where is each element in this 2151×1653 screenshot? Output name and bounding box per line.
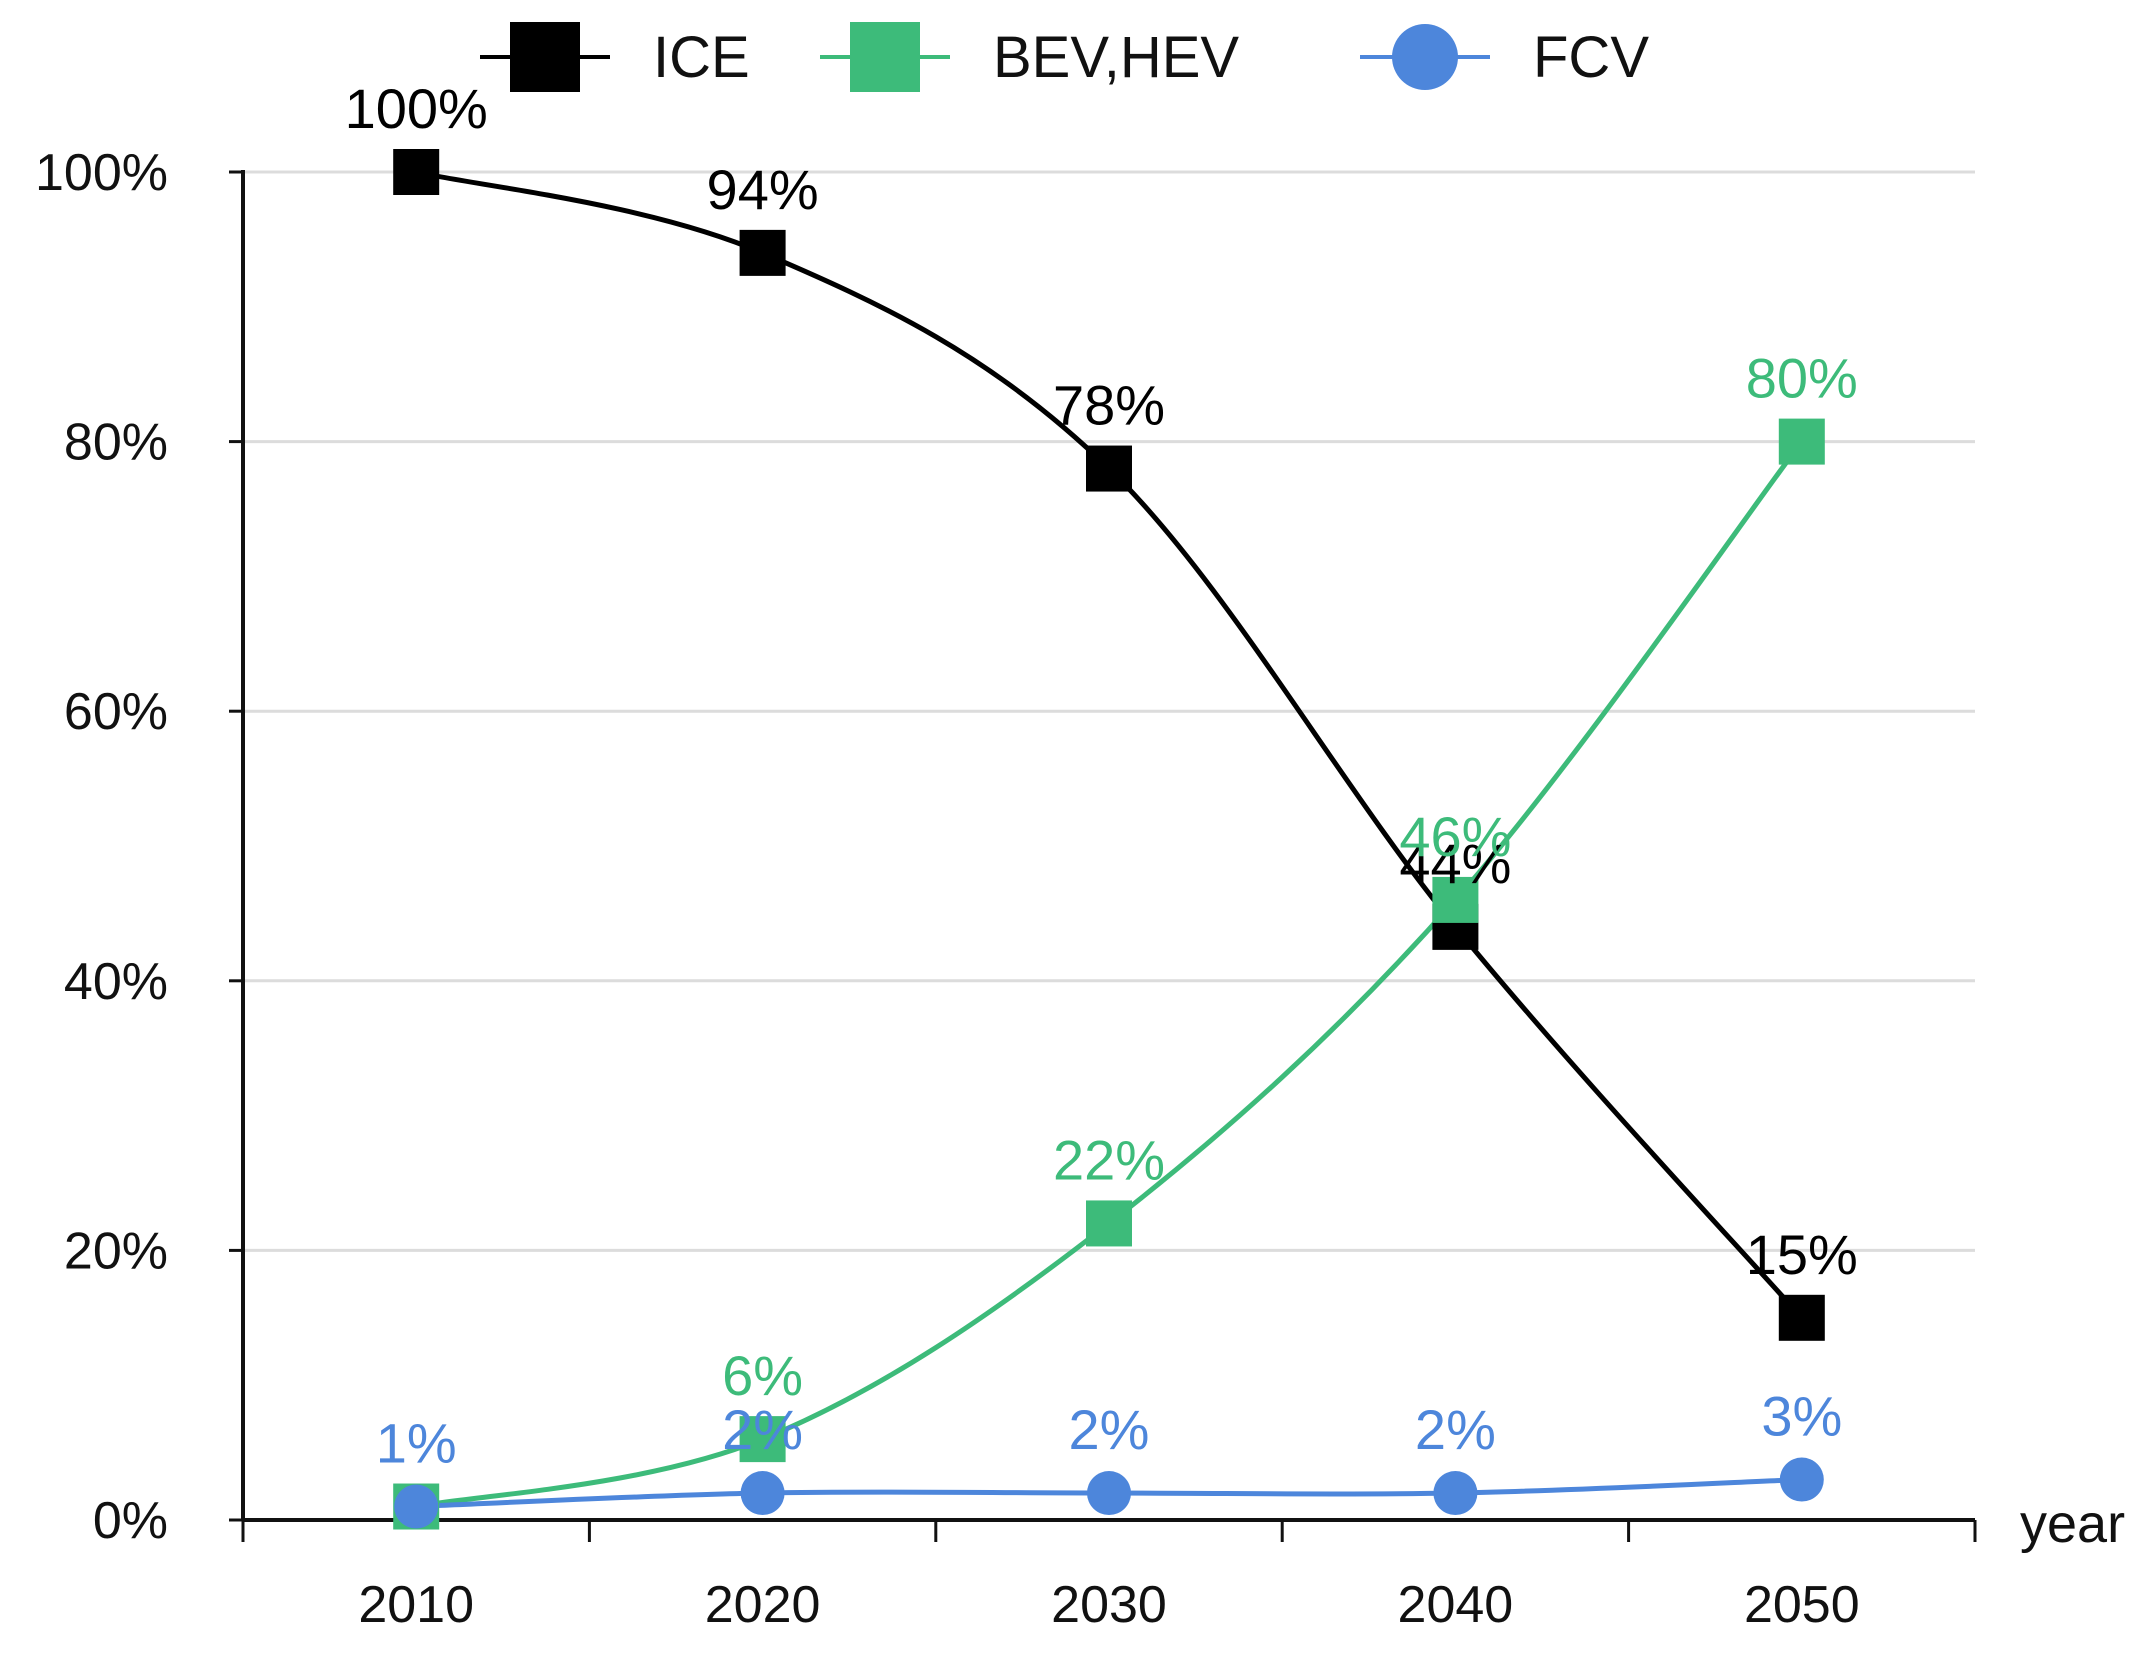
data-point-fcv [1433,1471,1478,1516]
y-tick-label: 0% [93,1492,168,1550]
data-label-bev-hev: 80% [1746,347,1858,410]
y-tick-label: 80% [64,414,168,472]
series-line-ice [415,169,1804,1320]
data-point-bev-hev [739,1416,786,1463]
data-point-bev-hev [1432,876,1479,923]
data-point-bev-hev [1086,1200,1132,1247]
data-label-fcv: 2% [1069,1398,1150,1461]
data-label-fcv: 2% [1415,1398,1496,1461]
x-tick-label: 2020 [705,1576,821,1634]
series-lines [415,169,1804,1510]
gridlines [243,170,1975,1252]
data-point-fcv [1779,1457,1824,1502]
legend-marker [1392,24,1458,90]
data-labels: 100% 94% 78% 44% 15% 6% 22% 46% 80% 1% 2% 2% 2% 3% [345,77,1858,1475]
y-tick-label: 40% [64,953,168,1011]
y-tick-label: 100% [35,144,168,202]
data-point-ice [1086,445,1132,492]
data-label-ice: 100% [345,77,488,140]
legend: ICE BEV,HEV FCV [480,22,1649,92]
x-tick-label: 2030 [1051,1576,1167,1634]
data-point-ice [393,149,440,195]
data-point-ice [739,229,786,276]
data-label-fcv: 3% [1761,1385,1842,1448]
data-label-bev-hev: 6% [722,1344,803,1407]
x-axis-title: year [2020,1494,2125,1554]
series-markers [393,149,1825,1530]
data-label-ice: 15% [1746,1223,1858,1286]
data-point-bev-hev [1778,418,1825,465]
data-label-ice: 94% [707,158,819,221]
legend-item-bev-hev: BEV,HEV [820,22,1239,92]
x-axis-ticks: 2010 2020 2030 2040 2050 [241,1520,1977,1634]
legend-marker [510,22,580,92]
y-axis-ticks: 0% 20% 40% 60% 80% 100% [35,144,243,1550]
x-tick-label: 2010 [358,1576,474,1634]
data-label-bev-hev: 22% [1053,1128,1165,1191]
legend-item-fcv: FCV [1360,24,1649,90]
x-tick-label: 2050 [1744,1576,1860,1634]
data-label-fcv: 2% [722,1398,803,1461]
x-tick-label: 2040 [1398,1576,1514,1634]
data-label-bev-hev: 46% [1399,805,1511,868]
data-label-ice: 78% [1053,374,1165,437]
legend-item-ice: ICE [480,22,750,92]
data-label-fcv: 1% [376,1412,457,1475]
axes [241,170,1975,1522]
legend-label: BEV,HEV [993,25,1239,90]
data-point-fcv [1087,1471,1131,1516]
legend-marker [850,22,920,92]
data-point-fcv [740,1471,785,1516]
data-label-ice: 44% [1399,832,1511,895]
y-tick-label: 20% [64,1222,168,1280]
legend-label: FCV [1533,25,1649,90]
data-point-fcv [394,1484,439,1529]
y-tick-label: 60% [64,683,168,741]
data-point-ice [1778,1294,1825,1341]
legend-label: ICE [653,25,750,90]
series-line-bev-hev [415,440,1804,1509]
